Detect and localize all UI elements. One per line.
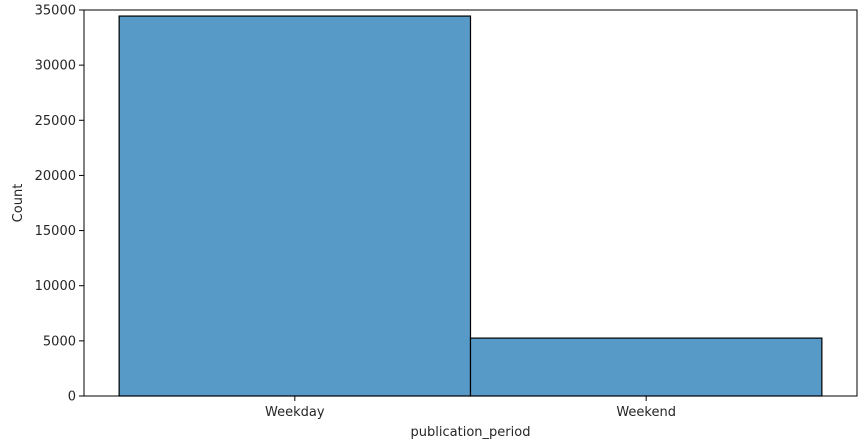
- y-tick-label: 20000: [35, 169, 76, 184]
- plot-frame: [83, 9, 858, 397]
- x-axis-ticks: Weekday Weekend: [265, 396, 676, 420]
- x-axis-label: publication_period: [411, 425, 531, 440]
- y-axis-label: Count: [11, 184, 26, 223]
- x-tick-label: Weekday: [265, 405, 325, 420]
- y-tick-label: 15000: [35, 224, 76, 239]
- y-tick-label: 25000: [35, 114, 76, 129]
- y-tick-label: 5000: [43, 334, 76, 349]
- y-tick-label: 10000: [35, 279, 76, 294]
- bar-weekend: [469, 337, 823, 397]
- y-tick-label: 35000: [35, 4, 76, 19]
- y-tick-label: 30000: [35, 59, 76, 74]
- y-tick-label: 0: [68, 390, 76, 405]
- x-tick-label: Weekend: [616, 405, 676, 420]
- bar-weekday: [118, 15, 472, 397]
- bars: [118, 15, 823, 397]
- y-axis-ticks: 0 5000 10000 15000 20000 25000 30000 35000: [35, 4, 84, 405]
